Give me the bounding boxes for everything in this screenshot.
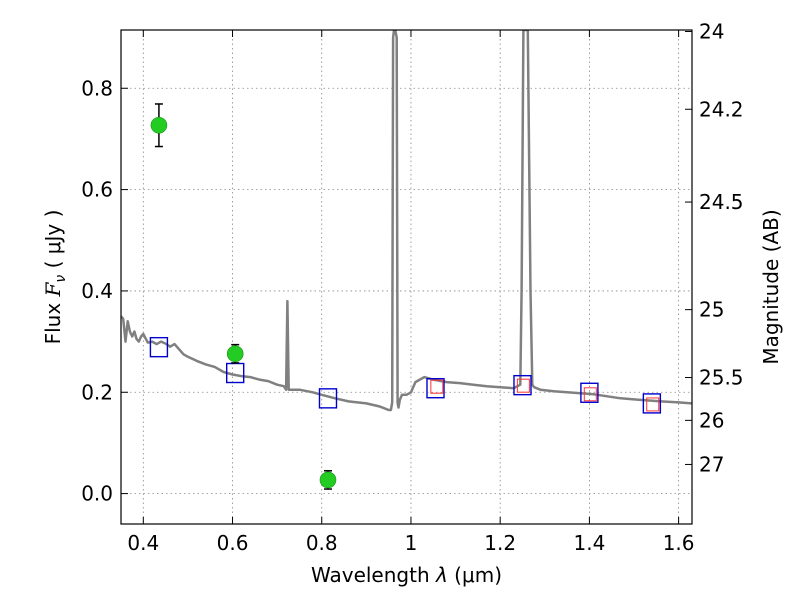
grid-lines: [121, 30, 692, 524]
axis-ticks: [121, 30, 692, 524]
x-tick-label: 1: [405, 531, 418, 555]
observed-photometry-series: [150, 103, 337, 490]
model-photometry-point: [513, 374, 532, 396]
y-axis-label: Flux Fν ( μJy ): [41, 210, 69, 345]
spectrum-line: [121, 30, 692, 412]
model-photometry-point: [318, 388, 338, 409]
observed-photometry-point: [150, 116, 168, 134]
model-photometry-point: [426, 378, 445, 399]
y-tick-label: 0.2: [81, 380, 113, 404]
y2-tick-label: 24: [699, 20, 724, 44]
x-tick-label: 0.8: [306, 531, 338, 555]
y-tick-label: 0.8: [81, 76, 113, 100]
x-axis-label: Wavelength λ (μm): [311, 563, 502, 587]
model-photometry-alt-point: [583, 387, 597, 402]
model-photometry-alt-point: [430, 379, 444, 394]
spectrum-series: [121, 30, 692, 412]
model-photometry-alt-point: [646, 397, 660, 412]
y-tick-label: 0.6: [81, 178, 113, 202]
model-photometry-point: [642, 393, 662, 414]
model-photometry-point: [149, 336, 169, 358]
y2-tick-label: 25: [699, 298, 724, 322]
plot-frame: [120, 29, 693, 525]
y2-tick-label: 24.2: [699, 97, 744, 121]
axis-labels: 0.4 0.6 0.8 1 1.2 1.4 1.6 0.0 0.2 0.4 0.6 0.8 24 24.2…: [41, 20, 783, 587]
y2-tick-label: 25.5: [699, 366, 744, 390]
y2-axis-label: Magnitude (AB): [759, 209, 783, 364]
y-tick-label: 0.0: [81, 482, 113, 506]
x-tick-label: 1.2: [484, 531, 516, 555]
model-photometry-series: [149, 336, 662, 414]
x-tick-label: 1.4: [573, 531, 605, 555]
y2-tick-label: 24.5: [699, 190, 744, 214]
x-tick-label: 1.6: [663, 531, 695, 555]
y-tick-label: 0.4: [81, 279, 113, 303]
y2-tick-label: 27: [699, 452, 724, 476]
x-tick-label: 0.4: [127, 531, 159, 555]
y2-tick-label: 26: [699, 408, 724, 432]
observed-photometry-point: [319, 471, 337, 489]
observed-photometry-point: [226, 345, 244, 363]
model-photometry-alt-point: [516, 378, 530, 393]
x-tick-label: 0.6: [217, 531, 249, 555]
model-photometry-point: [580, 382, 599, 403]
